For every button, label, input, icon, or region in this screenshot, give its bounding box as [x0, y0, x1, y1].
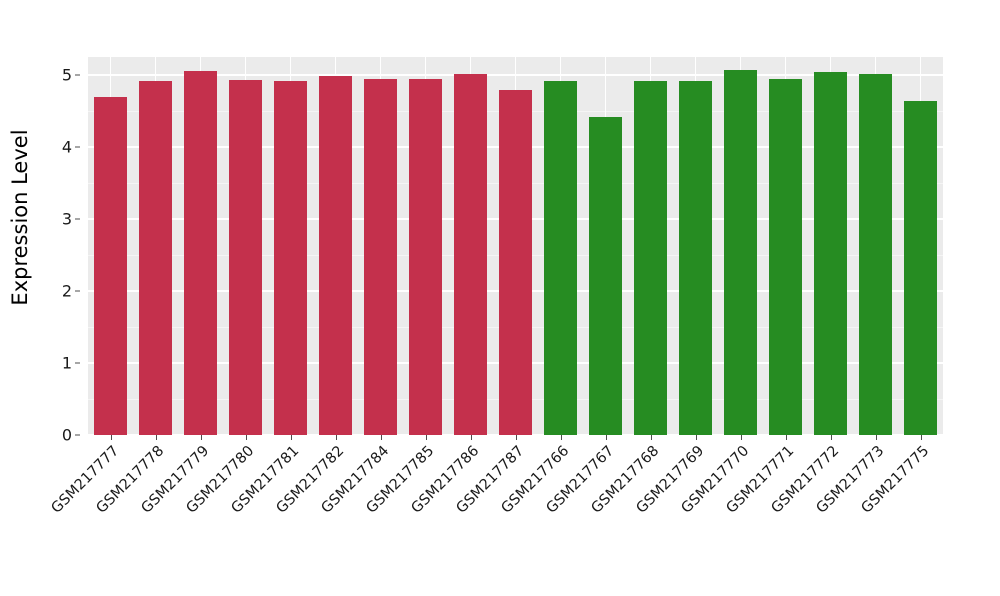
x-axis-tick-mark	[425, 435, 427, 440]
x-axis-tick-mark	[830, 435, 832, 440]
x-axis-tick-mark	[515, 435, 517, 440]
bar	[813, 72, 848, 435]
x-axis-tick-mark	[560, 435, 562, 440]
bar	[588, 117, 623, 435]
bar	[408, 78, 443, 435]
bar	[858, 74, 893, 435]
x-axis-tick-mark	[650, 435, 652, 440]
y-axis-tick-label: 4	[61, 137, 72, 157]
y-axis-title: Expression Level	[8, 129, 32, 306]
y-axis-tick-label: 0	[61, 425, 72, 445]
y-axis-tick-mark	[75, 362, 80, 364]
bar	[498, 90, 533, 435]
bar	[768, 78, 803, 435]
y-axis-tick-label: 1	[61, 353, 72, 373]
y-axis-tick-label: 2	[61, 281, 72, 301]
y-axis-tick-mark	[75, 146, 80, 148]
bar	[138, 80, 173, 435]
x-axis-tick-mark	[290, 435, 292, 440]
x-axis-tick-label: GSM217777	[48, 443, 122, 517]
y-axis-tick-mark	[75, 434, 80, 436]
bar	[273, 80, 308, 435]
bar	[93, 96, 128, 435]
x-axis-tick-mark	[740, 435, 742, 440]
bar	[183, 71, 218, 435]
bar	[723, 69, 758, 435]
x-axis-tick-mark	[380, 435, 382, 440]
y-axis-tick-label: 3	[61, 209, 72, 229]
y-axis-tick-mark	[75, 290, 80, 292]
plot-panel	[88, 57, 943, 435]
x-axis-tick-mark	[245, 435, 247, 440]
bar	[633, 80, 668, 435]
x-axis-tick-labels: GSM217777 GSM217778 GSM217779 GSM217780 GSM2…	[48, 443, 943, 573]
bar	[363, 78, 398, 435]
bar	[318, 75, 353, 435]
bar	[453, 73, 488, 435]
bar	[543, 80, 578, 435]
x-axis-tick-mark	[785, 435, 787, 440]
x-axis-tick-mark	[110, 435, 112, 440]
x-axis-tick-mark	[155, 435, 157, 440]
y-axis-tick-label: 5	[61, 65, 72, 85]
x-axis-tick-mark	[920, 435, 922, 440]
x-axis-tick-mark	[470, 435, 472, 440]
bar-chart: Expression Level 0 1 2 3 4 5 GSM217777 GSM2177…	[8, 57, 943, 573]
x-axis-tick-mark	[335, 435, 337, 440]
x-axis-tick-mark	[200, 435, 202, 440]
x-axis-tick-mark	[695, 435, 697, 440]
x-axis-tick-mark	[875, 435, 877, 440]
bar	[678, 81, 713, 435]
x-axis-tick-marks	[88, 435, 943, 441]
y-axis-tick-labels: 0 1 2 3 4 5	[44, 57, 80, 445]
bar	[228, 80, 263, 435]
bar	[903, 100, 938, 435]
y-axis-tick-mark	[75, 74, 80, 76]
y-axis-tick-mark	[75, 218, 80, 220]
x-axis-tick-mark	[605, 435, 607, 440]
